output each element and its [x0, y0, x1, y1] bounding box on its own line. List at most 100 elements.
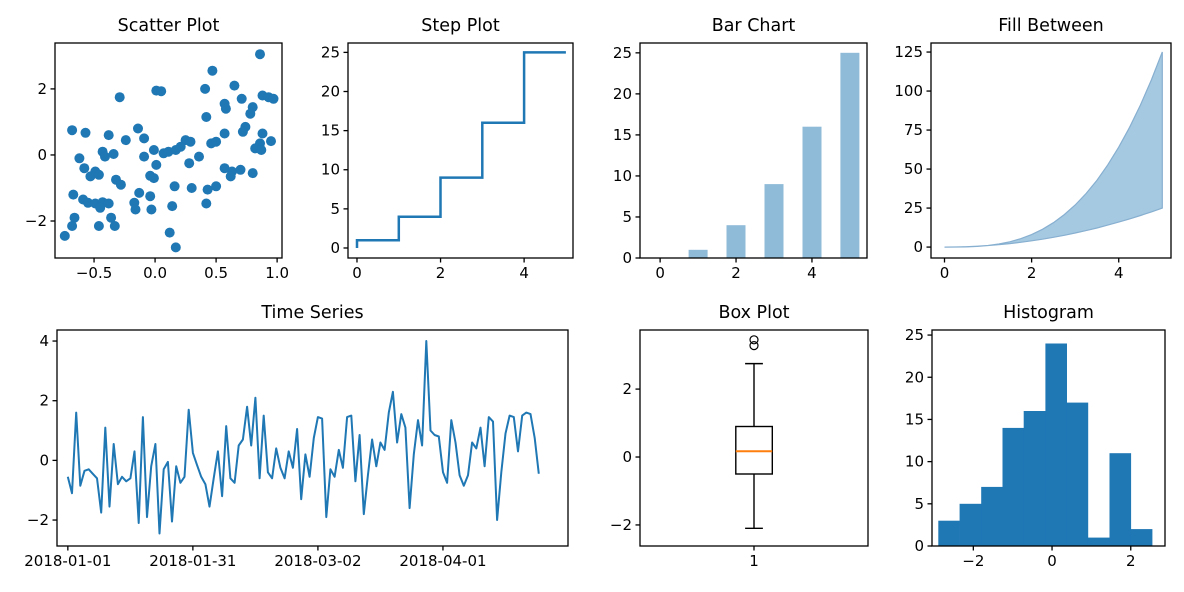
x-tick-label: 2018-01-31 [149, 552, 236, 570]
y-tick-label: 75 [904, 121, 923, 139]
y-tick-label: 25 [613, 44, 632, 62]
scatter-point [156, 86, 167, 97]
scatter-point [235, 164, 246, 175]
scatter-point [133, 123, 143, 134]
y-tick-label: −2 [610, 516, 632, 534]
bar [764, 184, 784, 258]
scatter-point [106, 212, 117, 223]
scatter-point [194, 151, 204, 162]
scatter-point [266, 136, 276, 147]
y-tick-label: 5 [330, 200, 340, 218]
y-tick-label: 0 [622, 448, 632, 466]
scatter-point [148, 173, 159, 184]
histogram-bar [1066, 402, 1089, 546]
scatter-point [247, 168, 258, 179]
y-tick-label: 25 [905, 326, 924, 344]
axes-frame [347, 42, 574, 259]
histogram-bar [1087, 537, 1110, 546]
scatter-point [109, 221, 120, 231]
scatter-point [115, 179, 126, 190]
scatter-point [237, 126, 248, 137]
scatter-point [220, 103, 231, 114]
scatter-point [139, 133, 150, 144]
scatter-point [69, 212, 80, 223]
scatter-point [85, 171, 96, 182]
axes-frame [639, 42, 868, 259]
y-tick-label: 15 [321, 122, 340, 140]
histogram-bar [1045, 343, 1067, 546]
x-tick-label: 4 [519, 264, 529, 282]
scatter-point [103, 130, 114, 141]
scatter-point [184, 158, 195, 169]
x-tick-label: 2018-01-01 [24, 552, 111, 570]
y-tick-label: 15 [905, 410, 924, 428]
axes-frame [54, 42, 283, 259]
scatter-point [79, 163, 90, 174]
subplot-scatter-plot: Scatter Plot −0.5 0.0 0.5 1.0 −2 0 2 [25, 16, 289, 282]
time-series-line [66, 340, 540, 535]
y-tick-label: 0 [330, 239, 340, 257]
scatter-point [257, 128, 268, 139]
scatter-point [151, 159, 162, 170]
scatter-point [201, 198, 212, 209]
y-tick-label: 15 [613, 126, 632, 144]
x-tick-label: 0 [655, 264, 665, 282]
scatter-point [185, 136, 196, 147]
histogram-bar [1023, 411, 1046, 546]
histogram-bar [1109, 453, 1132, 546]
box-plot-title: Box Plot [718, 303, 789, 323]
scatter-point [256, 145, 267, 155]
histogram-bar [959, 503, 982, 546]
scatter-point [236, 93, 247, 104]
scatter-point [67, 221, 78, 231]
scatter-point [95, 202, 106, 213]
x-tick-label: 2018-04-01 [399, 552, 486, 570]
scatter-point [186, 183, 197, 193]
x-tick-label: 1.0 [265, 264, 289, 282]
scatter-point [219, 128, 230, 139]
scatter-point [201, 112, 212, 122]
y-tick-label: 5 [914, 495, 924, 513]
outlier-point [749, 341, 759, 351]
y-tick-label: 2 [622, 380, 632, 398]
x-tick-label: −0.5 [76, 264, 112, 282]
histogram-title: Histogram [1003, 303, 1094, 323]
y-tick-label: 0 [39, 451, 49, 469]
bar [802, 126, 822, 258]
scatter-point [169, 181, 180, 192]
scatter-point [167, 201, 178, 212]
scatter-point [93, 221, 104, 231]
scatter-point [245, 108, 256, 119]
y-tick-label: −2 [25, 212, 47, 230]
scatter-point [93, 169, 104, 180]
fill-between-title: Fill Between [998, 16, 1104, 36]
y-tick-label: 0 [37, 146, 47, 164]
scatter-point [130, 204, 141, 215]
y-tick-label: 10 [613, 167, 632, 185]
y-tick-label: 20 [321, 83, 340, 101]
scatter-point [255, 49, 265, 60]
axes-frame [931, 329, 1166, 547]
scatter-point [170, 145, 181, 155]
scatter-point [207, 65, 218, 76]
scatter-point [68, 189, 79, 200]
scatter-point [200, 83, 211, 94]
step-plot-title: Step Plot [421, 16, 500, 36]
subplot-bar-chart: Bar Chart 0 2 4 0 5 10 15 20 25 [613, 16, 868, 282]
time-series-title: Time Series [260, 303, 363, 323]
bar [688, 249, 708, 258]
scatter-point [59, 230, 70, 241]
y-tick-label: 2 [39, 392, 49, 410]
scatter-point [170, 242, 181, 253]
scatter-point [148, 145, 159, 155]
scatter-point [202, 184, 213, 195]
histogram-bar [981, 486, 1003, 546]
y-tick-label: 0 [913, 238, 923, 256]
y-tick-label: 20 [613, 85, 632, 103]
axes-frame [930, 42, 1172, 259]
x-tick-label: 0.0 [143, 264, 167, 282]
x-tick-label: 0.5 [204, 264, 228, 282]
x-tick-label: 0 [1047, 552, 1057, 570]
scatter-point [211, 136, 222, 147]
